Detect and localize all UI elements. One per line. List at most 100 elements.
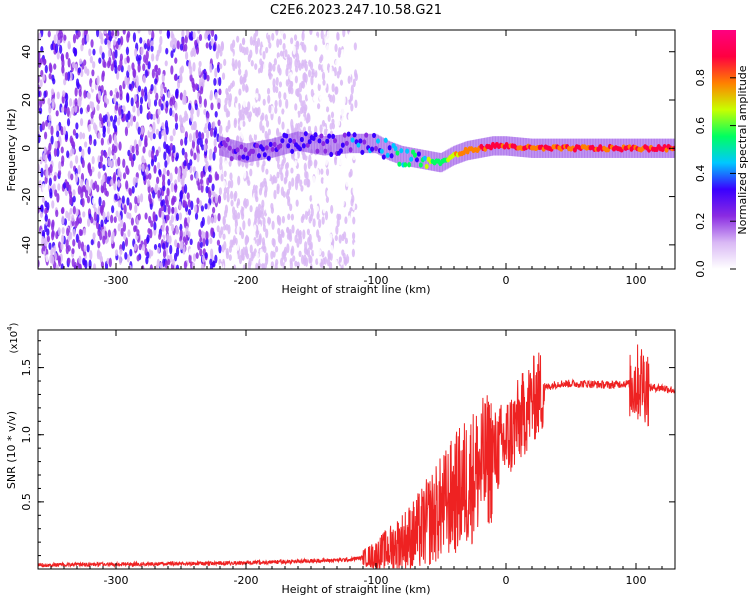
heatmap-cell (347, 87, 351, 95)
heatmap-cell (112, 153, 117, 161)
heatmap-cell (346, 49, 350, 59)
heatmap-cell (345, 70, 349, 79)
heatmap-cell (257, 67, 262, 75)
heatmap-cell (270, 202, 274, 210)
heatmap-cell (323, 148, 328, 154)
heatmap-cell (294, 159, 298, 167)
heatmap-cell (265, 46, 269, 54)
heatmap-cell (146, 234, 150, 243)
x-tick-label: -100 (364, 574, 389, 587)
heatmap-cell (124, 237, 129, 247)
colorbar: 0.0 0.2 0.4 0.6 0.8 Normalized spectral ampl… (694, 30, 749, 278)
heatmap-cell (188, 248, 193, 256)
heatmap-cell (114, 193, 118, 201)
heatmap-cell (42, 73, 46, 82)
heatmap-cell (44, 213, 48, 222)
heatmap-cell (264, 145, 269, 151)
heatmap-cell (218, 88, 222, 96)
heatmap-cell (180, 178, 184, 186)
heatmap-cell (296, 150, 300, 159)
heatmap-cell (92, 232, 96, 240)
heatmap-cell (146, 201, 150, 211)
heatmap-cell (198, 60, 202, 68)
heatmap-cell (91, 101, 95, 112)
heatmap-cell (195, 45, 200, 55)
heatmap-cell (317, 83, 321, 92)
heatmap-cell (90, 39, 94, 48)
heatmap-cell (126, 121, 131, 129)
heatmap-cell (258, 233, 262, 244)
heatmap-cell (334, 235, 338, 242)
heatmap-cell (56, 130, 60, 138)
heatmap-cell (61, 206, 65, 214)
heatmap-cell (195, 252, 199, 259)
heatmap-cell (262, 98, 266, 106)
heatmap-cell (225, 137, 228, 158)
heatmap-cell (403, 162, 408, 168)
heatmap-cell (309, 255, 313, 264)
heatmap-cell (150, 158, 155, 167)
heatmap-cell (263, 177, 267, 185)
heatmap-cell (40, 46, 44, 53)
heatmap-cell (124, 126, 129, 137)
heatmap-cell (174, 239, 178, 247)
heatmap-cell (303, 178, 307, 186)
heatmap-cell (148, 149, 152, 158)
heatmap-cell (226, 186, 230, 195)
heatmap-cell (243, 143, 247, 163)
heatmap-cell (302, 229, 306, 240)
heatmap-cell (256, 141, 259, 161)
heatmap-cell (265, 120, 270, 128)
heatmap-cell (332, 135, 336, 155)
heatmap-cell (139, 104, 143, 115)
heatmap-cell (113, 134, 117, 144)
heatmap-cell (334, 206, 338, 213)
heatmap-cell (150, 250, 154, 257)
heatmap-cell (147, 179, 151, 187)
heatmap-cell (138, 138, 142, 147)
heatmap-cell (139, 193, 144, 203)
heatmap-cell (205, 42, 209, 49)
heatmap-cell (213, 138, 217, 148)
heatmap-cell (39, 156, 43, 165)
heatmap-cell (54, 189, 58, 197)
heatmap-cell (208, 153, 212, 161)
heatmap-cell (335, 179, 339, 189)
heatmap-cell (200, 170, 204, 179)
heatmap-cell (194, 83, 199, 91)
heatmap-cell (278, 91, 282, 100)
heatmap-cell (329, 135, 333, 155)
heatmap-cell (169, 107, 173, 117)
heatmap-cell (243, 169, 247, 179)
heatmap-cell (78, 89, 82, 97)
heatmap-cell (278, 143, 283, 149)
heatmap-cell (407, 162, 412, 168)
heatmap-cell (93, 138, 97, 147)
heatmap-cell (314, 134, 317, 154)
heatmap-cell (206, 111, 210, 119)
heatmap-cell (52, 78, 56, 85)
heatmap-cell (336, 119, 341, 127)
x-tick-label: -200 (234, 574, 259, 587)
heatmap-cell (48, 73, 52, 80)
heatmap-cell (44, 239, 48, 247)
heatmap-cell (226, 192, 230, 203)
heatmap-cell (238, 255, 243, 265)
heatmap-cell (146, 91, 150, 100)
heatmap-cell (47, 30, 51, 38)
heatmap-cell (321, 47, 325, 56)
heatmap-cell (200, 132, 205, 140)
heatmap-cell (277, 115, 281, 125)
heatmap-cell (79, 107, 83, 115)
heatmap-cell (200, 205, 204, 212)
heatmap-cell (57, 227, 61, 236)
heatmap-cell (313, 248, 317, 256)
heatmap-cell (196, 152, 200, 163)
heatmap-cell (371, 133, 375, 154)
heatmap-cell (214, 91, 218, 100)
heatmap-cell (281, 159, 285, 167)
heatmap-cell (285, 67, 289, 77)
heatmap-cell (128, 83, 132, 91)
heatmap-cell (350, 103, 354, 112)
heatmap-cell (253, 133, 257, 141)
